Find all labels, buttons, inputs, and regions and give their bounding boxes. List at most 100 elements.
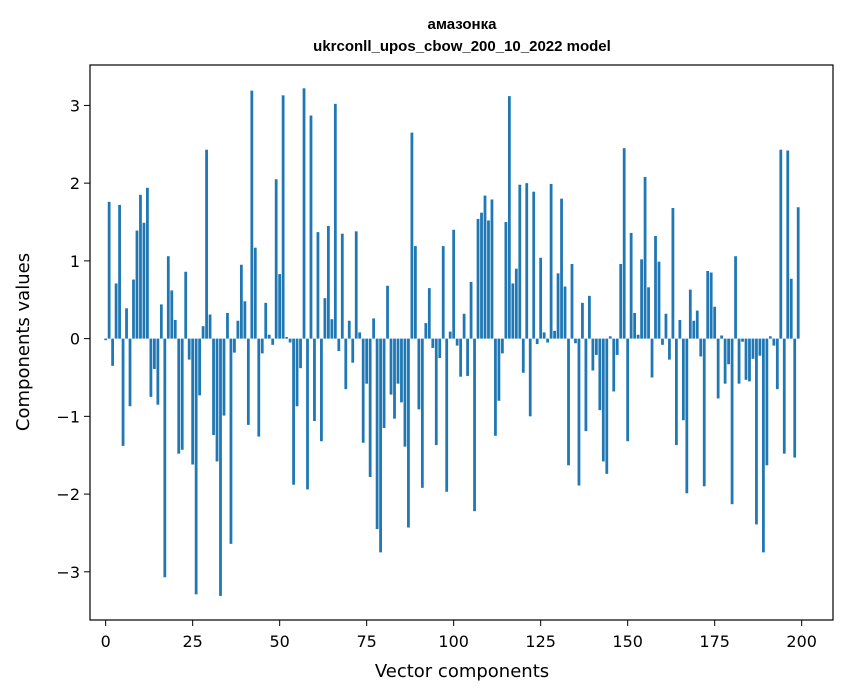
bar <box>107 201 111 339</box>
bar <box>755 338 758 525</box>
bar <box>497 338 501 401</box>
bar <box>657 261 661 339</box>
x-tick-label: 100 <box>438 632 469 651</box>
bar <box>716 338 720 399</box>
bar <box>125 308 128 339</box>
bar <box>434 338 438 446</box>
bar <box>330 319 334 339</box>
bar <box>480 212 483 339</box>
bar <box>226 312 229 339</box>
bar <box>267 334 271 339</box>
bar <box>661 338 664 345</box>
x-tick-label: 0 <box>101 632 111 651</box>
y-tick-label: −1 <box>56 407 80 426</box>
bar <box>675 338 678 446</box>
bar <box>271 338 275 345</box>
bar <box>518 184 522 339</box>
bar <box>514 268 518 339</box>
bar <box>629 232 633 339</box>
bar <box>239 264 243 339</box>
x-axis-label: Vector components <box>375 661 549 682</box>
bar <box>135 230 139 339</box>
bar <box>734 256 737 339</box>
bar <box>250 90 254 339</box>
bar <box>605 338 609 474</box>
bar <box>114 283 118 339</box>
chart-title-line1: амазонка <box>428 16 498 33</box>
bar <box>615 338 619 355</box>
x-tick-label: 50 <box>269 632 289 651</box>
bar <box>427 288 431 339</box>
bar <box>525 183 529 339</box>
bar <box>709 272 713 339</box>
bar <box>299 338 302 369</box>
bar <box>619 263 623 339</box>
bar <box>173 319 177 339</box>
bar <box>702 338 706 487</box>
bar <box>118 204 121 339</box>
bar <box>128 338 132 407</box>
bar <box>633 312 637 339</box>
bar <box>351 338 355 363</box>
x-tick-label: 25 <box>182 632 202 651</box>
bar <box>507 96 511 339</box>
bar <box>229 338 233 544</box>
bar <box>306 338 309 490</box>
bar <box>636 334 640 339</box>
y-tick-label: 1 <box>70 252 80 271</box>
bar <box>748 338 751 382</box>
bar <box>219 338 222 596</box>
bar <box>344 338 348 390</box>
bar <box>205 149 208 339</box>
bar <box>152 338 156 369</box>
bar <box>469 281 473 339</box>
bar <box>650 338 654 378</box>
bar <box>208 314 212 339</box>
x-axis-ticks: 0 25 50 75 100 125 150 175 200 <box>101 620 817 651</box>
bar <box>121 338 125 446</box>
bar <box>608 336 612 339</box>
bar <box>361 338 365 443</box>
bar <box>758 338 762 356</box>
bar <box>706 270 710 339</box>
bar <box>215 338 219 462</box>
bar <box>640 259 643 339</box>
bar <box>281 95 285 339</box>
bar <box>549 183 553 339</box>
bar <box>396 338 400 384</box>
y-tick-label: 2 <box>70 174 80 193</box>
bar <box>796 207 800 339</box>
bar <box>233 338 236 353</box>
bar <box>560 198 563 339</box>
bar <box>386 285 389 339</box>
bar <box>762 338 765 553</box>
bar <box>671 208 675 339</box>
bar <box>166 256 170 339</box>
bar <box>243 301 247 339</box>
bar <box>768 336 772 339</box>
bar <box>222 338 226 416</box>
y-tick-label: −3 <box>56 563 80 582</box>
x-tick-label: 200 <box>786 632 817 651</box>
bar <box>737 338 741 384</box>
bar <box>692 320 696 339</box>
bar <box>149 338 153 397</box>
bar <box>542 332 546 339</box>
bar <box>333 103 337 339</box>
bar <box>417 338 421 410</box>
bar <box>789 278 793 339</box>
bar <box>278 274 282 339</box>
bar <box>194 338 198 595</box>
bar <box>424 323 428 339</box>
x-tick-label: 175 <box>699 632 730 651</box>
bar <box>779 149 783 339</box>
bar <box>563 286 567 339</box>
bar <box>765 338 769 466</box>
bar <box>104 338 108 341</box>
bar <box>668 338 671 360</box>
bar <box>504 222 508 339</box>
bar <box>146 187 149 339</box>
bar <box>260 338 264 354</box>
bar <box>438 338 442 359</box>
